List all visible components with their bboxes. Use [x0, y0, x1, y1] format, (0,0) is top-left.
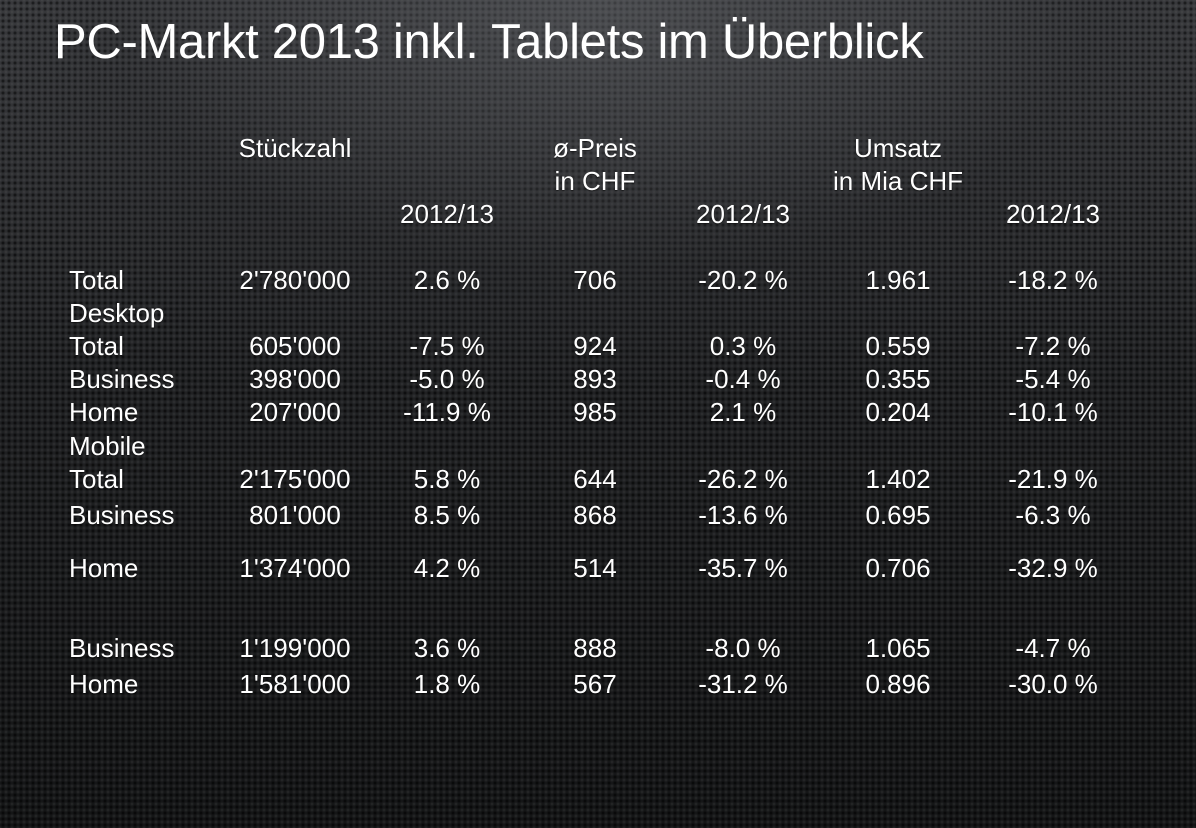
- row-label: Total: [69, 331, 124, 361]
- row-label: Home: [69, 669, 139, 699]
- revenue-cell: 0.355: [865, 364, 931, 394]
- price-change-cell: -8.0 %: [705, 633, 781, 663]
- row-label: Business: [69, 364, 175, 394]
- section-label-desktop: Desktop: [69, 298, 165, 328]
- units-cell: 1'374'000: [239, 553, 351, 583]
- units-cell: 605'000: [249, 331, 341, 361]
- units-change-cell: 5.8 %: [413, 464, 481, 494]
- price-change-cell: -0.4 %: [705, 364, 781, 394]
- revenue-change-cell: -4.7 %: [1015, 633, 1091, 663]
- price-change-cell: -31.2 %: [698, 669, 788, 699]
- header-revenue-unit: in Mia CHF: [832, 166, 964, 196]
- price-change-cell: -13.6 %: [698, 500, 788, 530]
- price-cell: 514: [573, 553, 617, 583]
- revenue-cell: 0.204: [865, 397, 931, 427]
- price-cell: 644: [573, 464, 617, 494]
- price-change-cell: -20.2 %: [698, 265, 788, 295]
- price-cell: 868: [573, 500, 617, 530]
- revenue-change-cell: -5.4 %: [1015, 364, 1091, 394]
- row-label: Total: [69, 464, 124, 494]
- units-cell: 398'000: [249, 364, 341, 394]
- price-cell: 567: [573, 669, 617, 699]
- units-change-cell: 4.2 %: [413, 553, 481, 583]
- price-cell: 888: [573, 633, 617, 663]
- header-revenue-change: 2012/13: [1006, 199, 1100, 229]
- revenue-cell: 0.706: [865, 553, 931, 583]
- header-price: ø-Preis: [553, 133, 637, 163]
- units-cell: 1'199'000: [239, 633, 351, 663]
- units-cell: 1'581'000: [239, 669, 351, 699]
- revenue-cell: 1.402: [865, 464, 931, 494]
- price-cell: 893: [573, 364, 617, 394]
- price-change-cell: -35.7 %: [698, 553, 788, 583]
- row-label: Business: [69, 633, 175, 663]
- row-label: Home: [69, 553, 139, 583]
- units-change-cell: -11.9 %: [403, 397, 491, 427]
- row-label: Home: [69, 397, 139, 427]
- price-cell: 706: [573, 265, 617, 295]
- revenue-cell: 0.559: [865, 331, 931, 361]
- units-change-cell: -7.5 %: [409, 331, 485, 361]
- units-change-cell: 1.8 %: [413, 669, 481, 699]
- revenue-cell: 0.695: [865, 500, 931, 530]
- header-price-change: 2012/13: [696, 199, 790, 229]
- units-change-cell: 8.5 %: [413, 500, 481, 530]
- revenue-change-cell: -21.9 %: [1008, 464, 1098, 494]
- price-cell: 924: [573, 331, 617, 361]
- revenue-change-cell: -7.2 %: [1015, 331, 1091, 361]
- revenue-cell: 0.896: [865, 669, 931, 699]
- revenue-cell: 1.961: [865, 265, 931, 295]
- price-change-cell: 2.1 %: [709, 397, 777, 427]
- price-cell: 985: [573, 397, 617, 427]
- units-change-cell: 2.6 %: [413, 265, 481, 295]
- price-change-cell: -26.2 %: [698, 464, 788, 494]
- revenue-change-cell: -30.0 %: [1008, 669, 1098, 699]
- units-change-cell: 3.6 %: [413, 633, 481, 663]
- units-cell: 801'000: [249, 500, 341, 530]
- row-label: Business: [69, 500, 175, 530]
- section-label-mobile: Mobile: [69, 431, 146, 461]
- row-label: Total: [69, 265, 124, 295]
- revenue-change-cell: -10.1 %: [1008, 397, 1098, 427]
- price-change-cell: 0.3 %: [709, 331, 777, 361]
- revenue-cell: 1.065: [865, 633, 931, 663]
- units-cell: 2'780'000: [239, 265, 351, 295]
- slide-title: PC-Markt 2013 inkl. Tablets im Überblick: [54, 15, 924, 69]
- units-cell: 207'000: [249, 397, 341, 427]
- revenue-change-cell: -32.9 %: [1008, 553, 1098, 583]
- header-revenue: Umsatz: [853, 133, 943, 163]
- revenue-change-cell: -18.2 %: [1008, 265, 1098, 295]
- header-price-unit: in CHF: [554, 166, 636, 196]
- units-cell: 2'175'000: [239, 464, 351, 494]
- units-change-cell: -5.0 %: [409, 364, 485, 394]
- header-units-change: 2012/13: [400, 199, 494, 229]
- header-units: Stückzahl: [238, 133, 352, 163]
- revenue-change-cell: -6.3 %: [1015, 500, 1091, 530]
